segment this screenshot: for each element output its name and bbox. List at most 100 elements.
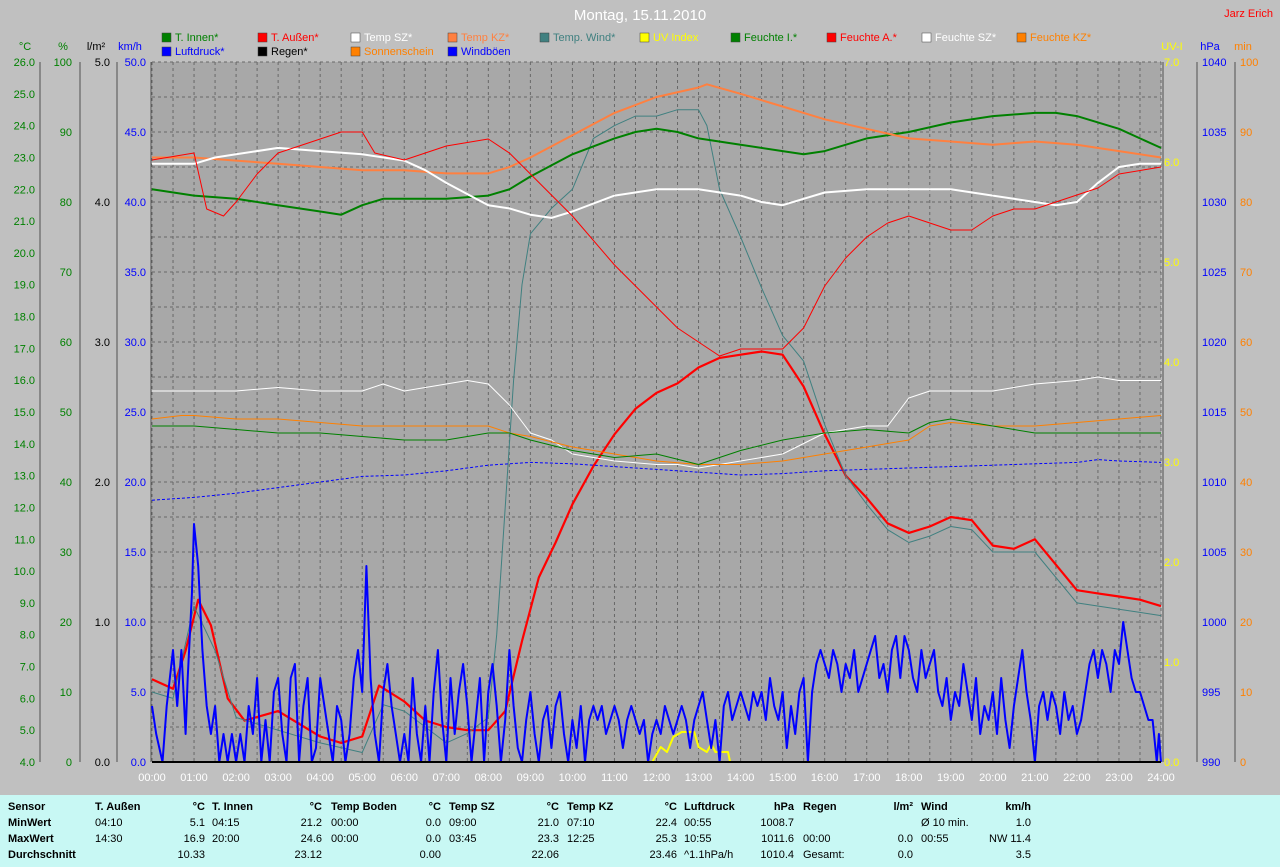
stats-value: 23.12 xyxy=(294,849,322,861)
legend-label: UV Index xyxy=(653,32,699,44)
plot-area xyxy=(151,61,1162,763)
axis-tick-humidity: 40 xyxy=(60,477,72,489)
axis-tick-pressure: 1035 xyxy=(1202,127,1226,139)
stats-time: 00:55 xyxy=(921,833,949,845)
x-tick-label: 03:00 xyxy=(264,772,292,784)
axis-tick-rain: 1.0 xyxy=(95,617,110,629)
series-line xyxy=(151,109,1162,753)
axis-tick-rain: 3.0 xyxy=(95,337,110,349)
axis-tick-temp_c: 20.0 xyxy=(14,248,35,260)
stats-value: NW 11.4 xyxy=(989,833,1031,845)
legend-swatch xyxy=(257,32,268,43)
axis-tick-uv: 1.0 xyxy=(1164,657,1179,669)
axis-tick-temp_c: 5.0 xyxy=(20,725,35,737)
legend-swatch xyxy=(350,32,361,43)
axis-tick-temp_c: 9.0 xyxy=(20,598,35,610)
x-tick-label: 15:00 xyxy=(769,772,797,784)
axis-tick-temp_c: 24.0 xyxy=(14,121,35,133)
axis-tick-temp_c: 22.0 xyxy=(14,184,35,196)
stats-value: 0.0 xyxy=(425,833,441,845)
axis-tick-uv: 3.0 xyxy=(1164,457,1179,469)
legend-label: Windböen xyxy=(461,46,511,58)
stats-time: ^1.1hPa/h xyxy=(684,849,734,861)
x-tick-label: 12:00 xyxy=(643,772,671,784)
x-tick-label: 14:00 xyxy=(727,772,755,784)
stats-time: 09:00 xyxy=(449,817,477,829)
x-tick-label: 19:00 xyxy=(937,772,965,784)
axis-tick-pressure: 1020 xyxy=(1202,337,1226,349)
axis-tick-temp_c: 19.0 xyxy=(14,280,35,292)
legend-label: T. Außen* xyxy=(271,32,319,44)
x-tick-label: 08:00 xyxy=(475,772,503,784)
stats-value: 25.3 xyxy=(655,833,677,845)
stats-header: Temp Boden xyxy=(331,801,397,813)
axis-tick-temp_c: 14.0 xyxy=(14,439,35,451)
legend-swatch xyxy=(257,46,268,57)
axis-tick-wind: 15.0 xyxy=(125,547,146,559)
axis-tick-temp_c: 4.0 xyxy=(20,757,35,769)
axis-tick-rain: 5.0 xyxy=(95,57,110,69)
axis-tick-rain: 0.0 xyxy=(95,757,110,769)
axis-tick-humidity: 20 xyxy=(60,617,72,629)
axis-unit-wind: km/h xyxy=(118,41,142,53)
axis-tick-humidity: 80 xyxy=(60,197,72,209)
axis-tick-temp_c: 15.0 xyxy=(14,407,35,419)
axis-tick-temp_c: 18.0 xyxy=(14,312,35,324)
stats-value: 22.06 xyxy=(531,849,559,861)
axis-tick-temp_c: 6.0 xyxy=(20,693,35,705)
axis-tick-uv: 7.0 xyxy=(1164,57,1179,69)
axis-tick-wind: 40.0 xyxy=(125,197,146,209)
axes: 00:00 01:00 02:00 03:00 04:00 05:00 06:00 07:00… xyxy=(14,41,1259,784)
axis-tick-wind: 0.0 xyxy=(131,757,146,769)
stats-time: 20:00 xyxy=(212,833,240,845)
legend-label: Temp. Wind* xyxy=(553,32,616,44)
legend-swatch xyxy=(161,32,172,43)
axis-tick-sunshine: 0 xyxy=(1240,757,1246,769)
stats-unit: °C xyxy=(309,801,322,813)
x-tick-label: 10:00 xyxy=(559,772,587,784)
stats-header: Regen xyxy=(803,801,837,813)
axis-tick-sunshine: 100 xyxy=(1240,57,1258,69)
axis-tick-sunshine: 70 xyxy=(1240,267,1252,279)
stats-unit: °C xyxy=(664,801,677,813)
legend-label: Temp KZ* xyxy=(461,32,510,44)
axis-unit-rain: l/m² xyxy=(87,41,106,53)
x-tick-label: 24:00 xyxy=(1147,772,1175,784)
axis-tick-wind: 10.0 xyxy=(125,617,146,629)
stats-header: Temp SZ xyxy=(449,801,495,813)
stats-row-label: Durchschnitt xyxy=(8,849,76,861)
axis-tick-pressure: 1015 xyxy=(1202,407,1226,419)
x-tick-label: 16:00 xyxy=(811,772,839,784)
axis-tick-pressure: 1010 xyxy=(1202,477,1226,489)
stats-value: 0.0 xyxy=(897,833,913,845)
axis-tick-uv: 4.0 xyxy=(1164,357,1179,369)
x-tick-label: 11:00 xyxy=(601,772,628,784)
axis-tick-rain: 2.0 xyxy=(95,477,110,489)
stats-value: 23.46 xyxy=(649,849,677,861)
axis-tick-humidity: 90 xyxy=(60,127,72,139)
stats-row-label: MinWert xyxy=(8,817,52,829)
axis-tick-temp_c: 16.0 xyxy=(14,375,35,387)
stats-value: 16.9 xyxy=(183,833,205,845)
axis-tick-uv: 5.0 xyxy=(1164,257,1179,269)
stats-value: 22.4 xyxy=(655,817,677,829)
axis-tick-pressure: 1030 xyxy=(1202,197,1226,209)
legend-swatch xyxy=(161,46,172,57)
axis-tick-wind: 30.0 xyxy=(125,337,146,349)
axis-tick-sunshine: 50 xyxy=(1240,407,1252,419)
legend-label: T. Innen* xyxy=(175,32,219,44)
axis-tick-temp_c: 7.0 xyxy=(20,662,35,674)
axis-tick-sunshine: 30 xyxy=(1240,547,1252,559)
legend-label: Regen* xyxy=(271,46,308,58)
x-tick-label: 02:00 xyxy=(222,772,250,784)
x-tick-label: 09:00 xyxy=(517,772,545,784)
stats-value: 1.0 xyxy=(1015,817,1031,829)
legend-label: Feuchte I.* xyxy=(744,32,798,44)
legend-swatch xyxy=(447,46,458,57)
axis-unit-humidity: % xyxy=(58,41,68,53)
stats-value: 21.0 xyxy=(537,817,559,829)
author-label: Jarz Erich xyxy=(1224,8,1273,20)
x-tick-label: 06:00 xyxy=(390,772,418,784)
axis-tick-rain: 4.0 xyxy=(95,197,110,209)
x-tick-label: 20:00 xyxy=(979,772,1007,784)
